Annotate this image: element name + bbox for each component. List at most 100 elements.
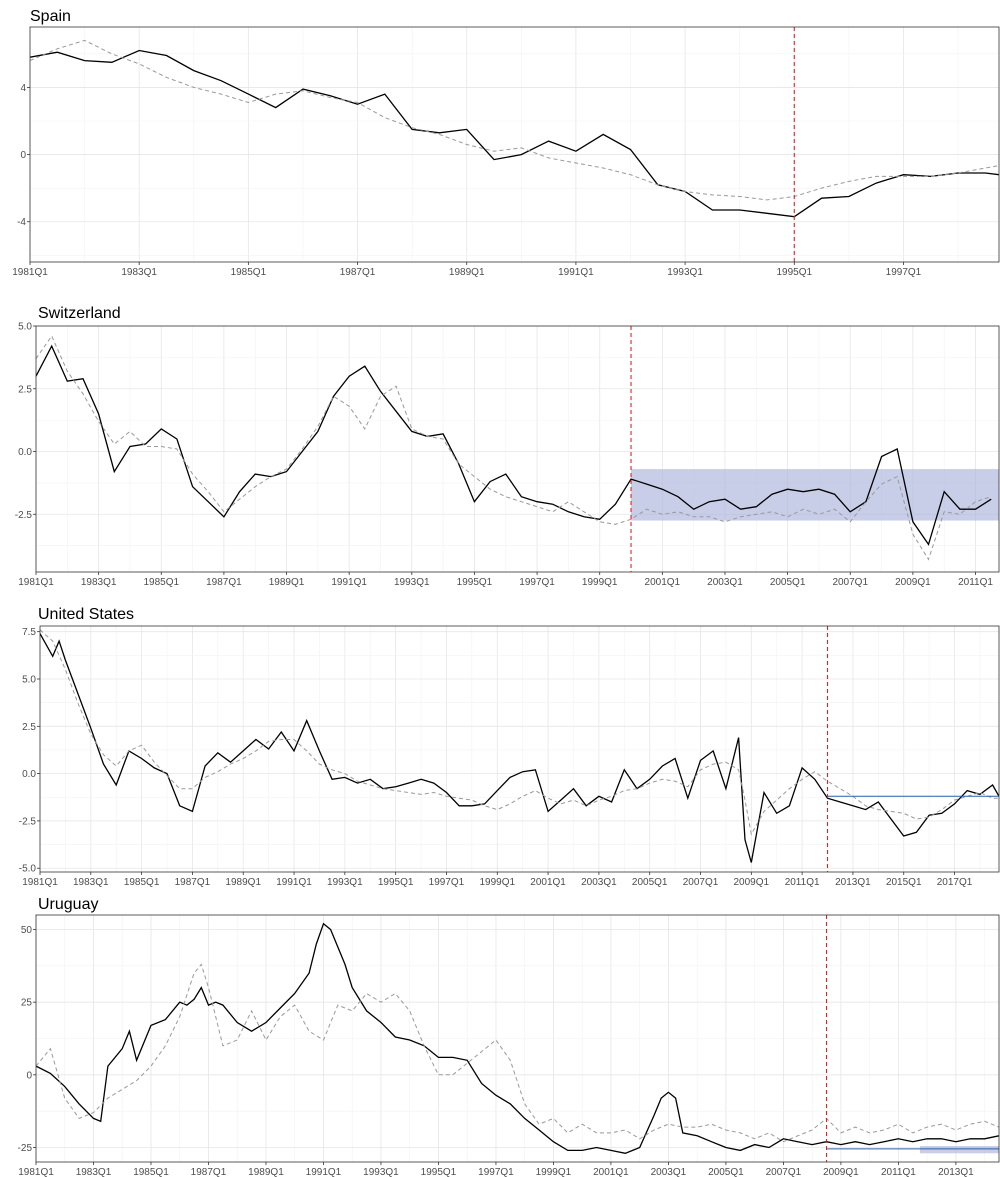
forecast-band: [919, 1146, 999, 1154]
x-tick-label: 1995Q1: [378, 877, 414, 888]
x-tick-label: 1987Q1: [206, 577, 242, 588]
series-fitted-line: [36, 334, 992, 561]
series-actual-line: [36, 344, 992, 546]
x-tick-label: 1985Q1: [124, 877, 160, 888]
x-tick-label: 2005Q1: [708, 1167, 744, 1177]
x-tick-label: 1993Q1: [363, 1167, 399, 1177]
x-tick-label: 1987Q1: [175, 877, 211, 888]
y-tick-label: 0: [26, 1070, 32, 1081]
y-tick-label: 4: [20, 83, 26, 94]
x-tick-label: 1997Q1: [886, 267, 922, 278]
chart-title: Switzerland: [38, 305, 121, 322]
y-tick-label: 5.0: [22, 674, 36, 685]
x-tick-label: 2009Q1: [734, 877, 770, 888]
x-tick-label: 1995Q1: [457, 577, 493, 588]
x-tick-label: 1981Q1: [22, 877, 58, 888]
x-tick-label: 1987Q1: [340, 267, 376, 278]
y-tick-label: 25: [21, 998, 33, 1009]
x-tick-label: 2001Q1: [645, 577, 681, 588]
x-tick-label: 1987Q1: [191, 1167, 227, 1177]
x-tick-label: 1991Q1: [331, 577, 367, 588]
y-tick-label: 5.0: [18, 322, 32, 333]
x-tick-label: 1999Q1: [582, 577, 618, 588]
x-tick-label: 1981Q1: [12, 267, 48, 278]
plot-frame: [29, 26, 1000, 263]
series-fitted-line: [40, 629, 999, 836]
y-tick-label: -5.0: [19, 864, 37, 875]
x-tick-label: 1981Q1: [18, 577, 54, 588]
chart-panel-4: Uruguay 50 25 0 -25 1981Q1 1983Q1 1985Q1 1987Q1 1…: [18, 896, 1000, 1177]
x-tick-label: 1989Q1: [449, 267, 485, 278]
series-actual-line: [40, 633, 999, 863]
series-actual-line: [36, 922, 999, 1154]
x-tick-label: 1997Q1: [478, 1167, 514, 1177]
x-tick-label: 2011Q1: [958, 577, 993, 588]
y-tick-label: 50: [21, 925, 33, 936]
x-tick-label: 1993Q1: [394, 577, 430, 588]
plot-frame: [35, 325, 1000, 573]
chart-panel-2: Switzerland 5.0 2.5 0.0 -2.5 1981Q1 1983Q1 1985…: [15, 305, 1000, 588]
plot-frame: [39, 625, 1000, 873]
x-tick-label: 1997Q1: [519, 577, 555, 588]
x-tick-label: 1989Q1: [269, 577, 305, 588]
x-tick-label: 1985Q1: [133, 1167, 169, 1177]
x-tick-label: 2003Q1: [651, 1167, 687, 1177]
x-tick-label: 1983Q1: [76, 1167, 112, 1177]
x-tick-label: 2015Q1: [886, 877, 922, 888]
y-tick-label: -2.5: [19, 816, 37, 827]
x-tick-label: 1983Q1: [121, 267, 157, 278]
x-tick-label: 1999Q1: [536, 1167, 572, 1177]
chart-title: Spain: [30, 8, 71, 25]
y-tick-label: 0.0: [22, 769, 36, 780]
x-tick-label: 2011Q1: [881, 1167, 916, 1177]
grid: [30, 27, 999, 262]
x-tick-label: 1991Q1: [276, 877, 312, 888]
x-tick-label: 2007Q1: [766, 1167, 802, 1177]
chart-panel-1: Spain 4 0 -4 1981Q1 1983Q1 1985Q1 1987Q1 1989Q1 1…: [12, 8, 1000, 278]
x-tick-label: 2005Q1: [770, 577, 806, 588]
x-tick-label: 1995Q1: [421, 1167, 457, 1177]
chart-title: Uruguay: [38, 896, 98, 913]
x-tick-label: 1989Q1: [248, 1167, 284, 1177]
x-tick-label: 2011Q1: [785, 877, 820, 888]
plot-frame: [35, 914, 1000, 1163]
x-tick-label: 2001Q1: [530, 877, 566, 888]
y-tick-label: -25: [18, 1143, 33, 1154]
y-tick-label: -4: [17, 217, 26, 228]
x-tick-label: 1991Q1: [306, 1167, 342, 1177]
x-tick-label: 2003Q1: [707, 577, 743, 588]
x-tick-label: 2013Q1: [938, 1167, 974, 1177]
x-tick-label: 1997Q1: [429, 877, 465, 888]
y-tick-label: 2.5: [18, 384, 32, 395]
x-tick-label: 1989Q1: [225, 877, 261, 888]
x-tick-label: 2005Q1: [632, 877, 668, 888]
chart-title: United States: [38, 606, 134, 623]
x-tick-label: 2017Q1: [937, 877, 973, 888]
x-tick-label: 2009Q1: [895, 577, 931, 588]
x-tick-label: 2003Q1: [581, 877, 617, 888]
x-tick-label: 1985Q1: [231, 267, 267, 278]
y-tick-label: 0.0: [18, 447, 32, 458]
x-tick-label: 1981Q1: [18, 1167, 54, 1177]
x-tick-label: 2007Q1: [832, 577, 868, 588]
grid: [36, 326, 999, 572]
x-tick-label: 1995Q1: [776, 267, 812, 278]
x-tick-label: 1993Q1: [667, 267, 703, 278]
grid: [40, 626, 999, 872]
x-tick-label: 2001Q1: [593, 1167, 629, 1177]
x-tick-label: 1999Q1: [479, 877, 515, 888]
x-tick-label: 2013Q1: [835, 877, 871, 888]
x-tick-label: 2007Q1: [683, 877, 719, 888]
y-tick-label: -2.5: [15, 510, 33, 521]
y-tick-label: 0: [20, 150, 26, 161]
x-tick-label: 1985Q1: [143, 577, 179, 588]
x-tick-label: 1991Q1: [558, 267, 594, 278]
grid: [36, 915, 999, 1162]
x-tick-label: 2009Q1: [823, 1167, 859, 1177]
series-fitted-line: [36, 963, 999, 1143]
series-fitted-line: [30, 39, 999, 201]
series-actual-line: [30, 49, 999, 218]
y-tick-label: 7.5: [22, 627, 36, 638]
